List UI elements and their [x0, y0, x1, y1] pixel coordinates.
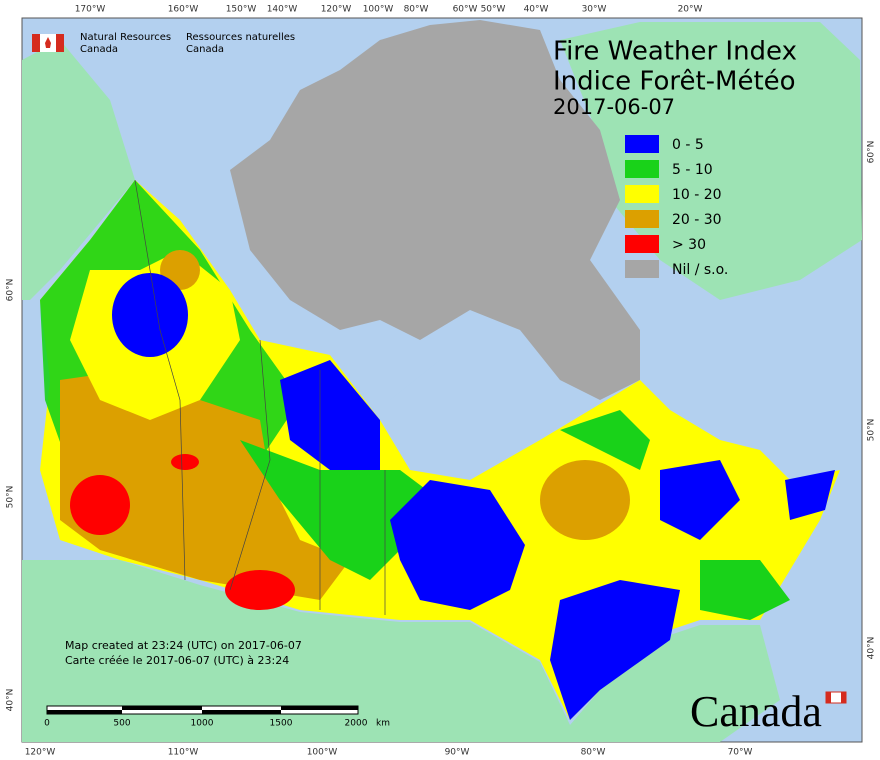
- wordmark: Canada: [690, 687, 847, 736]
- graticule-label: 150°W: [226, 5, 257, 15]
- graticule-label: 40°W: [524, 5, 549, 15]
- fwi-blue: [112, 273, 188, 357]
- fwi-blue: [785, 470, 835, 520]
- fwi-red: [70, 475, 130, 535]
- legend-label: > 30: [672, 237, 706, 253]
- fwi-green: [700, 560, 790, 620]
- graticule-label: 100°W: [363, 5, 394, 15]
- legend-swatch: [625, 235, 659, 253]
- graticule-label: 110°W: [168, 748, 199, 758]
- legend-label: Nil / s.o.: [672, 262, 728, 278]
- legend-swatch: [625, 160, 659, 178]
- legend-label: 10 - 20: [672, 187, 722, 203]
- fwi-green: [560, 410, 650, 470]
- fwi-orange: [540, 460, 630, 540]
- graticule-label: 140°W: [267, 5, 298, 15]
- scale-unit: km: [376, 719, 390, 729]
- graticule-labels: 170°W 160°W 150°W 140°W 120°W 100°W 80°W 60°W 50…: [6, 5, 877, 758]
- graticule-label: 90°W: [445, 748, 470, 758]
- graticule-label: 80°W: [404, 5, 429, 15]
- graticule-label: 120°W: [321, 5, 352, 15]
- graticule-label: 60°W: [453, 5, 478, 15]
- agency-name: Ressources naturelles: [186, 32, 295, 43]
- fwi-blue: [280, 360, 380, 470]
- flag-bar: [826, 692, 831, 703]
- legend-swatch: [625, 185, 659, 203]
- agency-name: Canada: [186, 44, 224, 55]
- graticule-label: 50°N: [867, 419, 877, 442]
- nrcan-signature: Natural Resources Canada Ressources natu…: [32, 32, 295, 55]
- graticule-label: 60°N: [6, 279, 16, 302]
- legend-label: 0 - 5: [672, 137, 704, 153]
- graticule-label: 170°W: [75, 5, 106, 15]
- scale-bar-segment: [47, 710, 122, 714]
- maple-leaf: [45, 37, 51, 48]
- land: [22, 20, 862, 742]
- greenland: [560, 22, 862, 300]
- fwi-red: [171, 454, 199, 470]
- legend-swatch: [625, 210, 659, 228]
- legend-label: 20 - 30: [672, 212, 722, 228]
- graticule-label: 20°W: [678, 5, 703, 15]
- graticule-label: 120°W: [25, 748, 56, 758]
- scale-label: 0: [44, 719, 50, 729]
- map-title-fr: Indice Forêt-Météo: [553, 67, 796, 97]
- graticule-label: 40°N: [6, 689, 16, 712]
- fwi-blue: [390, 480, 525, 610]
- scale-label: 500: [113, 719, 130, 729]
- legend-swatch: [625, 135, 659, 153]
- graticule-label: 30°W: [582, 5, 607, 15]
- flag-bar: [841, 692, 846, 703]
- graticule-label: 40°N: [867, 637, 877, 660]
- graticule-label: 70°W: [728, 748, 753, 758]
- map-date: 2017-06-07: [553, 95, 675, 119]
- fwi-prairie-orange: [60, 370, 350, 600]
- graticule-label: 50°N: [6, 486, 16, 509]
- graticule-label: 60°N: [867, 141, 877, 164]
- graticule-label: 50°W: [481, 5, 506, 15]
- legend-swatch: [625, 260, 659, 278]
- scale-label: 2000: [345, 719, 368, 729]
- fwi-red: [225, 570, 295, 610]
- agency-name: Canada: [80, 44, 118, 55]
- fwi-blue: [660, 460, 740, 540]
- scale-label: 1000: [191, 719, 214, 729]
- usa: [22, 560, 780, 742]
- credit: Carte créée le 2017-06-07 (UTC) à 23:24: [65, 654, 289, 667]
- legend: 0 - 5 5 - 10 10 - 20 20 - 30 > 30 Nil / s.o.: [625, 135, 728, 278]
- fwi-green: [240, 440, 440, 580]
- alaska: [22, 40, 135, 300]
- province-borders: [134, 179, 386, 615]
- scale-bar-segment: [281, 706, 358, 710]
- canada-wordmark: Canada: [690, 687, 822, 736]
- flag-bar: [56, 34, 64, 52]
- credit: Map created at 23:24 (UTC) on 2017-06-07: [65, 639, 302, 652]
- graticule-label: 80°W: [581, 748, 606, 758]
- graticule-label: 100°W: [307, 748, 338, 758]
- hudson-bay: [390, 340, 545, 470]
- fwi-blue: [550, 580, 680, 720]
- legend-label: 5 - 10: [672, 162, 713, 178]
- scale-bar-segment: [202, 710, 281, 714]
- scale-bar-segment: [122, 706, 202, 710]
- map-title: Fire Weather Index: [553, 37, 797, 67]
- graticule-label: 160°W: [168, 5, 199, 15]
- agency-name: Natural Resources: [80, 32, 171, 43]
- scale-label: 1500: [270, 719, 293, 729]
- flag-bar: [32, 34, 40, 52]
- arctic-no-data: [230, 20, 640, 400]
- scale-bar: [46, 705, 359, 715]
